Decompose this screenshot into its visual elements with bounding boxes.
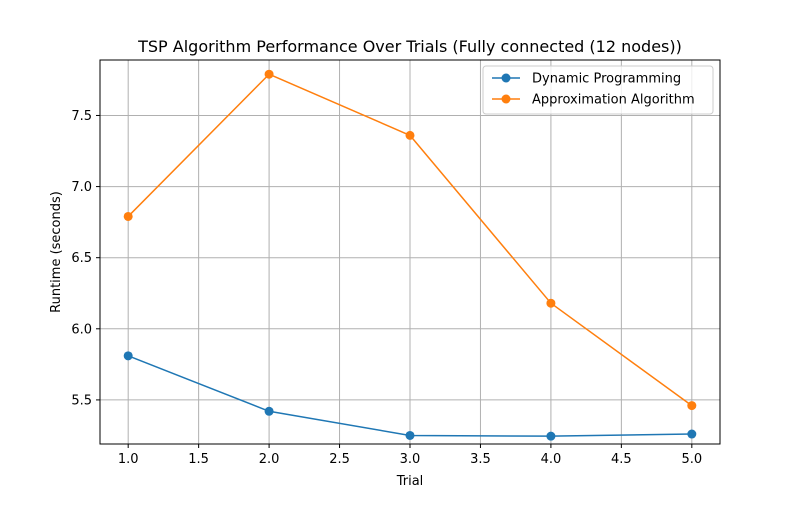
y-axis-label: Runtime (seconds) [49, 191, 64, 313]
legend-marker [501, 73, 511, 83]
x-tick-label: 2.0 [259, 452, 280, 467]
data-point [264, 69, 274, 79]
y-tick-label: 5.5 [71, 393, 92, 408]
legend-label: Approximation Algorithm [532, 93, 695, 108]
data-point [264, 406, 274, 416]
data-point [405, 130, 415, 140]
y-axis-ticks: 5.5 6.0 6.5 7.0 7.5 [71, 109, 100, 408]
legend: Dynamic Programming Approximation Algorit… [482, 65, 714, 115]
data-point [546, 298, 556, 308]
data-point [546, 431, 556, 441]
chart-title: TSP Algorithm Performance Over Trials (F… [137, 37, 682, 56]
legend-entry: Approximation Algorithm [492, 93, 695, 108]
x-tick-label: 3.0 [400, 452, 421, 467]
legend-entry: Dynamic Programming [492, 72, 681, 87]
x-axis-ticks: 1.0 1.5 2.0 2.5 3.0 3.5 4.0 4.5 5.0 [118, 444, 702, 467]
data-point [687, 401, 697, 411]
y-tick-label: 7.5 [71, 109, 92, 124]
x-axis-label: Trial [396, 474, 424, 489]
grid [100, 60, 720, 444]
y-tick-label: 7.0 [71, 180, 92, 195]
y-tick-label: 6.0 [71, 322, 92, 337]
y-tick-label: 6.5 [71, 251, 92, 266]
x-tick-label: 1.5 [188, 452, 209, 467]
data-point [123, 211, 133, 221]
data-point [405, 430, 415, 440]
series-approximation-algorithm [123, 69, 697, 411]
series-group [123, 69, 697, 441]
x-tick-label: 2.5 [329, 452, 350, 467]
legend-box [482, 65, 714, 115]
data-point [123, 351, 133, 361]
legend-marker [501, 94, 511, 104]
legend-entries: Dynamic Programming Approximation Algorit… [492, 72, 695, 108]
legend-label: Dynamic Programming [532, 72, 681, 87]
x-tick-label: 5.0 [681, 452, 702, 467]
x-tick-label: 1.0 [118, 452, 139, 467]
x-tick-label: 4.0 [541, 452, 562, 467]
data-point [687, 429, 697, 439]
x-tick-label: 3.5 [470, 452, 491, 467]
series-dynamic-programming [123, 351, 697, 441]
x-tick-label: 4.5 [611, 452, 632, 467]
